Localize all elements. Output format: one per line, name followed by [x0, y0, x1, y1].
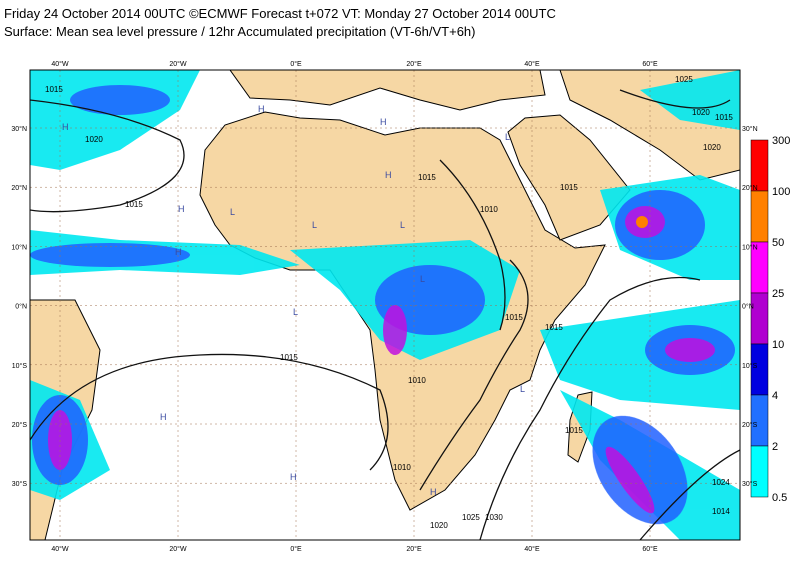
isobar-label: 1014 — [712, 507, 730, 516]
lat-label-left: 10°N — [11, 243, 27, 251]
isobar-label: 1015 — [505, 313, 523, 322]
cyclone-core — [636, 216, 648, 228]
lon-label-top: 20°W — [169, 60, 187, 68]
pressure-marker: H — [160, 412, 167, 422]
pressure-marker: H — [258, 104, 265, 114]
isobar-label: 1020 — [430, 521, 448, 530]
isobar-label: 1010 — [480, 205, 498, 214]
isobar-label: 1024 — [712, 478, 730, 487]
pressure-marker: L — [505, 132, 510, 142]
isobar-label: 1015 — [280, 353, 298, 362]
isobars — [30, 89, 740, 540]
lat-label-left: 10°S — [12, 362, 28, 370]
lon-label-top: 60°E — [642, 60, 658, 68]
lat-label-left: 30°S — [12, 480, 28, 488]
isobar-label: 1015 — [125, 200, 143, 209]
isobar-label: 1015 — [560, 183, 578, 192]
colorbar-label: 10 — [772, 339, 784, 351]
isobar-label: 1020 — [703, 143, 721, 152]
isobar-label: 1015 — [545, 323, 563, 332]
colorbar-label: 100 — [772, 186, 790, 198]
lat-label-left: 30°N — [11, 125, 27, 133]
pressure-marker: L — [400, 220, 405, 230]
isobar-label: 1015 — [565, 426, 583, 435]
isobar-label: 1015 — [418, 173, 436, 182]
isobar-label: 1010 — [393, 463, 411, 472]
colorbar-label: 50 — [772, 237, 784, 249]
pressure-marker: L — [230, 207, 235, 217]
colorbar-segment — [750, 292, 769, 345]
pressure-marker: H — [385, 170, 392, 180]
isobar-label: 1015 — [45, 85, 63, 94]
pressure-marker: H — [178, 204, 185, 214]
isobar-label: 1025 — [675, 75, 693, 84]
lat-label-right: 20°S — [742, 421, 758, 429]
isobar-label: 1020 — [692, 108, 710, 117]
lat-label-right: 10°S — [742, 362, 758, 370]
colorbar-label: 2 — [772, 441, 778, 453]
lon-label-top: 0°E — [290, 60, 302, 68]
map-frame — [29, 69, 741, 541]
lat-label-left: 20°N — [11, 184, 27, 192]
colorbar-label: 4 — [772, 390, 778, 402]
pressure-marker: H — [380, 117, 387, 127]
colorbar: 300 100 50 25 10 4 2 0.5 — [750, 135, 790, 504]
lat-label-right: 30°N — [742, 125, 758, 133]
subtitle: Surface: Mean sea level pressure / 12hr … — [4, 24, 476, 39]
lon-label-bottom: 20°W — [169, 545, 187, 553]
lon-label-bottom: 40°E — [524, 545, 540, 553]
lon-label-bottom: 60°E — [642, 545, 658, 553]
pressure-marker: L — [312, 220, 317, 230]
pressure-marker: H — [430, 487, 437, 497]
lon-label-bottom: 0°E — [290, 545, 302, 553]
title: Friday 24 October 2014 00UTC ©ECMWF Fore… — [4, 6, 556, 21]
pressure-marker: H — [290, 472, 297, 482]
colorbar-segment — [750, 394, 769, 447]
lon-label-bottom: 40°W — [51, 545, 69, 553]
pressure-marker: H — [62, 122, 69, 132]
lon-label-top: 40°W — [51, 60, 69, 68]
pressure-marker: L — [520, 384, 525, 394]
lat-label-left: 0°N — [15, 303, 27, 311]
isobar-label: 1025 — [462, 513, 480, 522]
lat-label-right: 30°S — [742, 480, 758, 488]
graticule — [30, 70, 740, 540]
isobar-label: 1030 — [485, 513, 503, 522]
lat-label-right: 0°N — [742, 303, 754, 311]
lat-label-left: 20°S — [12, 421, 28, 429]
colorbar-label: 25 — [772, 288, 784, 300]
pressure-marker: L — [293, 307, 298, 317]
isobar-label: 1015 — [715, 113, 733, 122]
lon-label-top: 40°E — [524, 60, 540, 68]
colorbar-segment — [750, 139, 769, 192]
lat-label-right: 20°N — [742, 184, 758, 192]
colorbar-segment — [750, 190, 769, 243]
colorbar-label: 0.5 — [772, 492, 787, 504]
isobar-label: 1020 — [85, 135, 103, 144]
lat-label-right: 10°N — [742, 243, 758, 251]
pressure-marker: H — [175, 247, 182, 257]
colorbar-segment — [750, 445, 769, 498]
map-area — [30, 70, 740, 540]
lon-label-top: 20°E — [406, 60, 422, 68]
colorbar-label: 300 — [772, 135, 790, 147]
isobar-label: 1010 — [408, 376, 426, 385]
lon-label-bottom: 20°E — [406, 545, 422, 553]
pressure-marker: L — [420, 274, 425, 284]
